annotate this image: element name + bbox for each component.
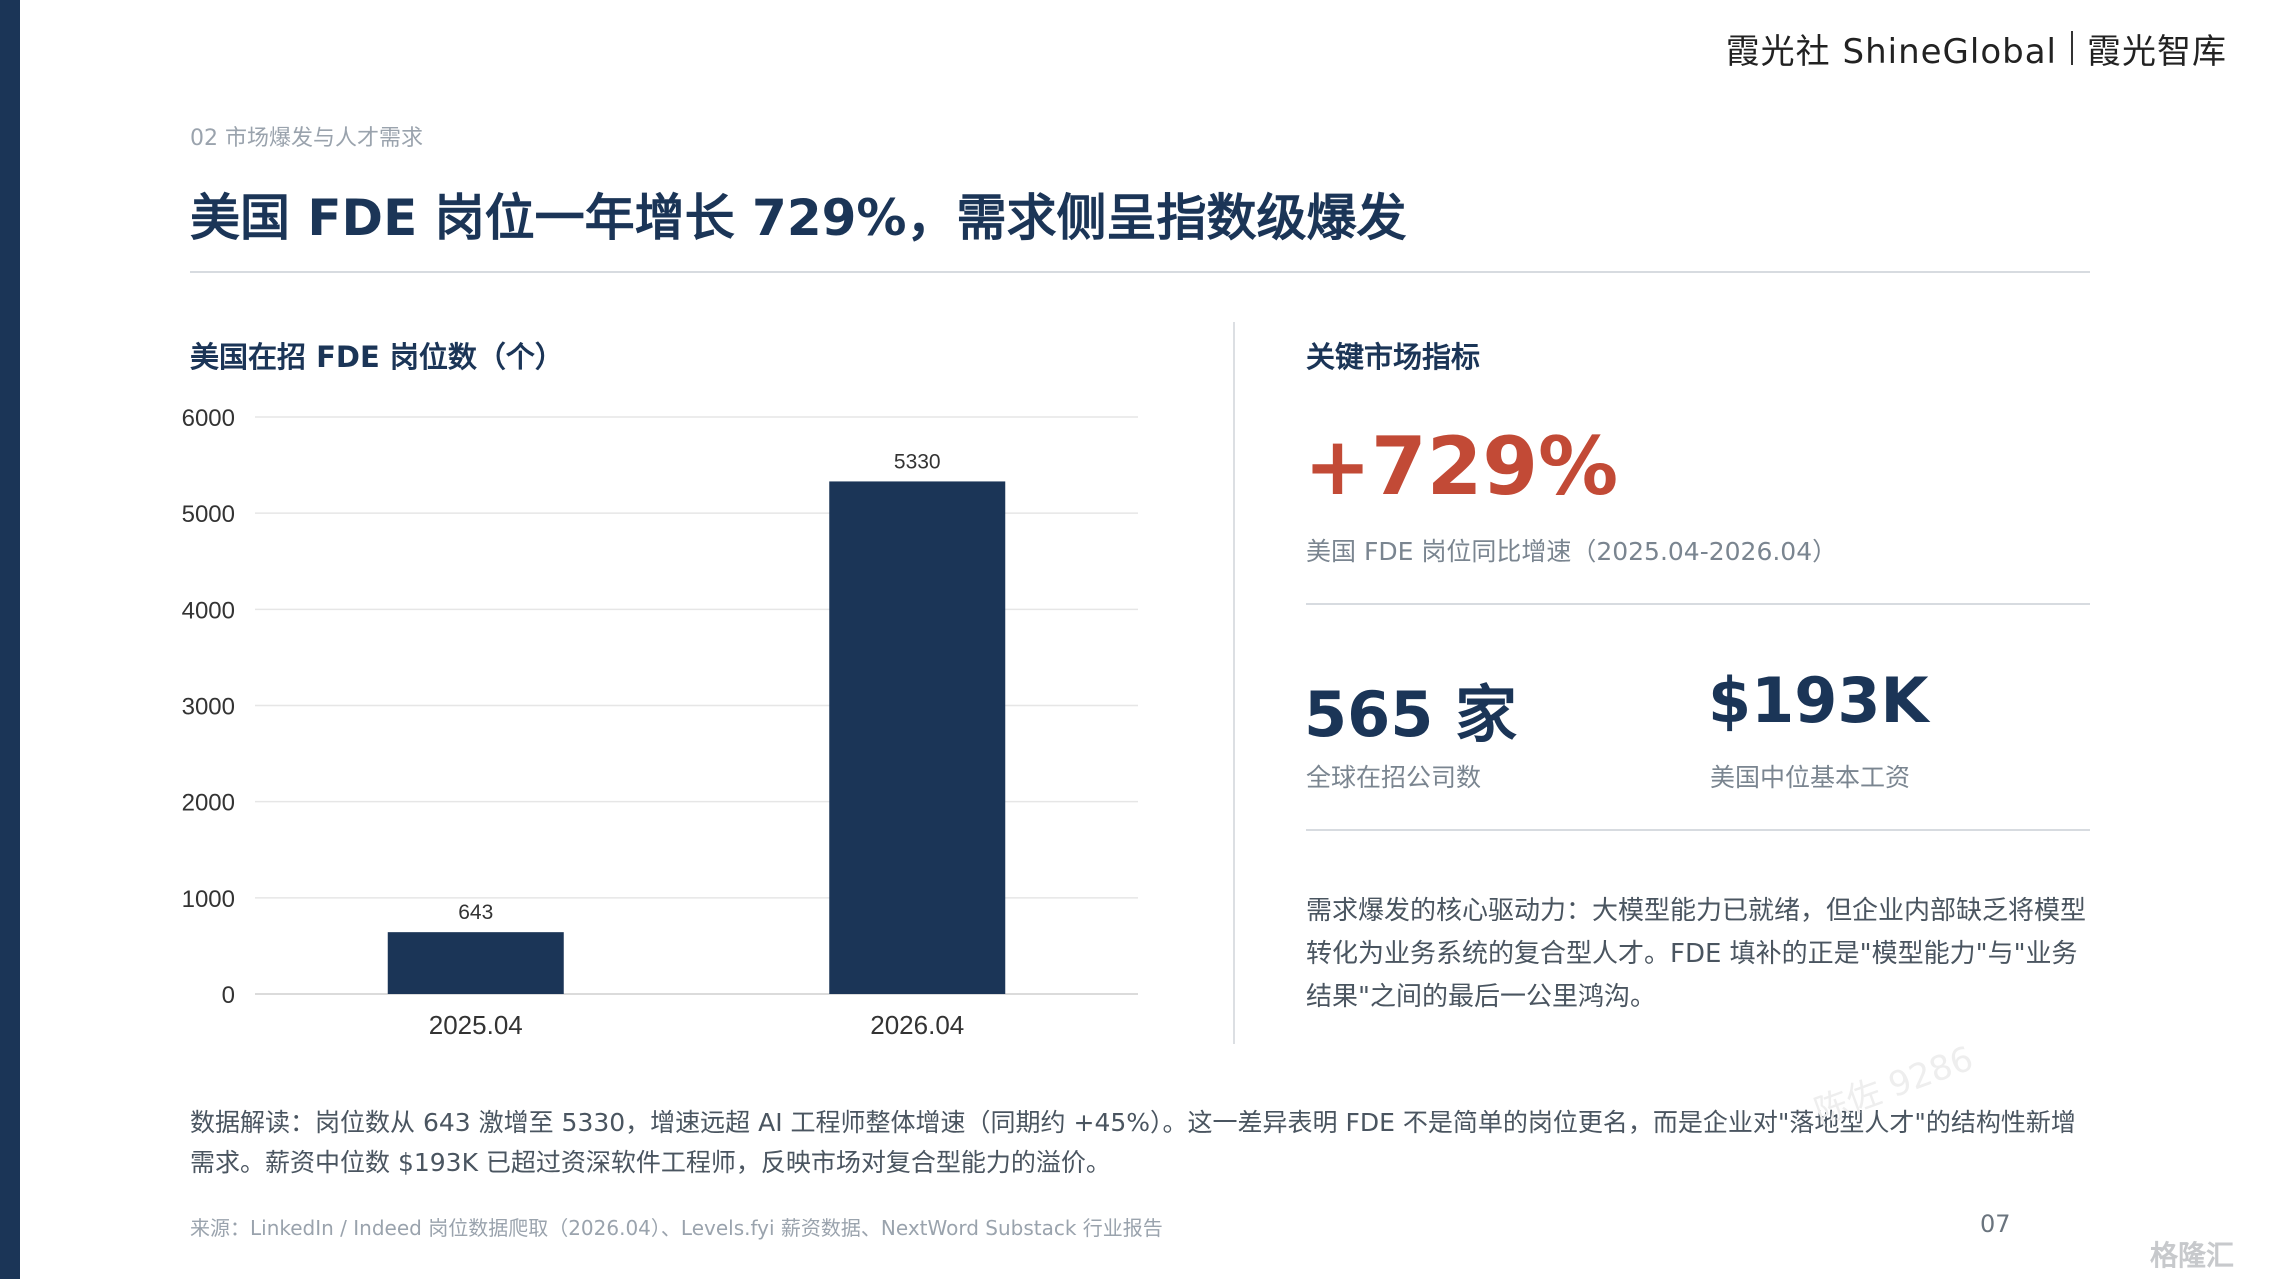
bar-data-label: 5330 bbox=[894, 450, 941, 473]
column-divider bbox=[1233, 322, 1235, 1044]
bar bbox=[829, 481, 1006, 995]
growth-value: +729% bbox=[1304, 420, 1619, 513]
metrics-divider-1 bbox=[1306, 603, 2090, 605]
brand-separator bbox=[2071, 31, 2073, 65]
source-note: 来源：LinkedIn / Indeed 岗位数据爬取（2026.04）、Lev… bbox=[190, 1216, 1163, 1240]
chart-title: 美国在招 FDE 岗位数（个） bbox=[190, 340, 564, 374]
y-tick-label: 6000 bbox=[182, 405, 235, 432]
companies-value: 565 家 bbox=[1304, 678, 1518, 751]
corner-watermark: 格隆汇 bbox=[2150, 1239, 2235, 1272]
page-title: 美国 FDE 岗位一年增长 729%，需求侧呈指数级爆发 bbox=[190, 189, 1407, 247]
x-tick-label: 2026.04 bbox=[870, 1010, 964, 1040]
y-tick-label: 2000 bbox=[182, 790, 235, 817]
companies-caption: 全球在招公司数 bbox=[1306, 763, 1482, 792]
y-tick-label: 3000 bbox=[182, 694, 235, 721]
x-tick-label: 2025.04 bbox=[429, 1010, 523, 1040]
title-divider bbox=[190, 271, 2090, 273]
data-interpretation: 数据解读：岗位数从 643 激增至 5330，增速远超 AI 工程师整体增速（同… bbox=[190, 1108, 2076, 1177]
metrics-title: 关键市场指标 bbox=[1306, 340, 1481, 374]
demand-driver-text: 需求爆发的核心驱动力：大模型能力已就绪，但企业内部缺乏将模型转化为业务系统的复合… bbox=[1306, 896, 2087, 1012]
page-number: 07 bbox=[1980, 1210, 2011, 1238]
brand-think-tank: 霞光智库 bbox=[2087, 31, 2227, 72]
salary-caption: 美国中位基本工资 bbox=[1710, 763, 1911, 792]
bar bbox=[387, 932, 564, 994]
salary-value: $193K bbox=[1708, 664, 1929, 737]
fde-jobs-bar-chart: 0 1000 2000 3000 4000 5000 6000 643 2025.04 5330 2… bbox=[182, 405, 1138, 1040]
y-tick-label: 0 bbox=[222, 982, 235, 1009]
y-tick-label: 4000 bbox=[182, 597, 235, 624]
y-tick-label: 5000 bbox=[182, 501, 235, 528]
left-accent-band bbox=[0, 0, 20, 1279]
y-tick-label: 1000 bbox=[182, 886, 235, 913]
section-label: 02 市场爆发与人才需求 bbox=[190, 126, 423, 151]
brand-header: 霞光社 ShineGlobal 霞光智库 bbox=[1725, 26, 2227, 72]
brand-shineglobal: 霞光社 ShineGlobal bbox=[1725, 31, 2057, 72]
bar-data-label: 643 bbox=[458, 901, 493, 924]
growth-caption: 美国 FDE 岗位同比增速（2025.04-2026.04） bbox=[1306, 537, 1838, 566]
metrics-divider-2 bbox=[1306, 829, 2090, 831]
